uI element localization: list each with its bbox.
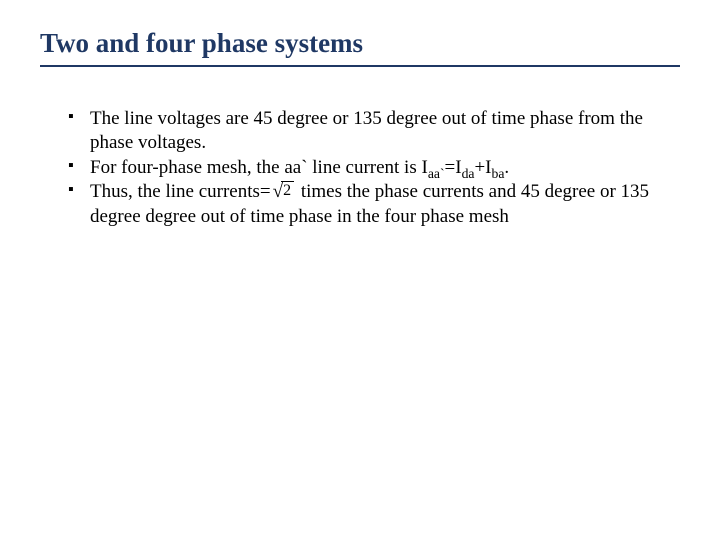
title-underline [40, 65, 680, 67]
bullet-item-3: Thus, the line currents=√2 times the pha… [68, 180, 680, 229]
slide-title: Two and four phase systems [40, 28, 680, 59]
bullet-list: The line voltages are 45 degree or 135 d… [40, 107, 680, 229]
bullet-1-text: The line voltages are 45 degree or 135 d… [90, 108, 643, 153]
bullet-2-sub-aa: aa` [428, 165, 445, 180]
bullet-3-prefix: Thus, the line currents= [90, 181, 271, 202]
bullet-2-eq: =I [445, 157, 462, 178]
radicand: 2 [281, 181, 294, 199]
bullet-2-sub-da: da [462, 165, 475, 180]
bullet-item-1: The line voltages are 45 degree or 135 d… [68, 107, 680, 156]
bullet-2-prefix: For four-phase mesh, the aa` line curren… [90, 157, 428, 178]
bullet-2-sub-ba: ba [492, 165, 505, 180]
slide: Two and four phase systems The line volt… [0, 0, 720, 540]
bullet-item-2: For four-phase mesh, the aa` line curren… [68, 156, 680, 180]
sqrt-icon: √2 [273, 180, 294, 204]
bullet-2-period: . [504, 157, 509, 178]
bullet-2-plus: +I [474, 157, 491, 178]
